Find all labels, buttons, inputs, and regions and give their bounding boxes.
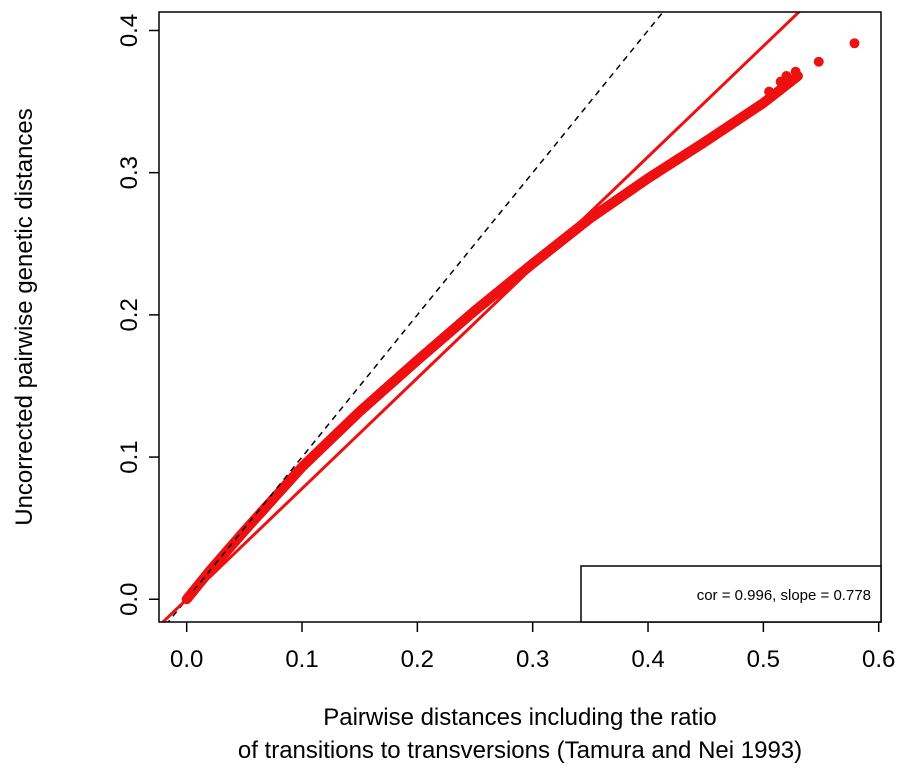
y-tick-label: 0.4 xyxy=(116,14,143,47)
legend-text: cor = 0.996, slope = 0.778 xyxy=(697,587,871,604)
data-point xyxy=(813,56,824,67)
x-tick-label: 0.0 xyxy=(170,646,203,673)
regression-line xyxy=(160,12,802,622)
data-point xyxy=(781,70,792,81)
legend-box xyxy=(580,565,882,623)
x-tick-label: 0.5 xyxy=(747,646,780,673)
x-tick-label: 0.1 xyxy=(285,646,318,673)
x-tick-label: 0.4 xyxy=(631,646,664,673)
data-points xyxy=(181,38,860,605)
y-tick-label: 0.2 xyxy=(116,298,143,331)
x-tick-label: 0.2 xyxy=(401,646,434,673)
x-axis-label-line1: Pairwise distances including the ratio xyxy=(323,704,717,731)
x-tick-label: 0.3 xyxy=(516,646,549,673)
data-point xyxy=(790,66,801,77)
x-axis: 0.0 0.1 0.2 0.3 0.4 0.5 0.6 xyxy=(170,622,895,673)
legend: cor = 0.996, slope = 0.778 xyxy=(580,565,882,623)
data-point xyxy=(764,86,775,97)
y-tick-label: 0.1 xyxy=(116,440,143,473)
x-axis-label-line2: of transitions to transversions (Tamura … xyxy=(238,737,802,764)
y-axis-label: Uncorrected pairwise genetic distances xyxy=(11,108,38,526)
x-tick-label: 0.6 xyxy=(862,646,895,673)
y-axis: 0.0 0.1 0.2 0.3 0.4 xyxy=(116,14,159,616)
plot-frame xyxy=(158,11,882,623)
y-tick-label: 0.3 xyxy=(116,156,143,189)
identity-line xyxy=(167,12,664,622)
data-point xyxy=(849,38,860,49)
y-tick-label: 0.0 xyxy=(116,583,143,616)
plot-content xyxy=(160,12,860,622)
